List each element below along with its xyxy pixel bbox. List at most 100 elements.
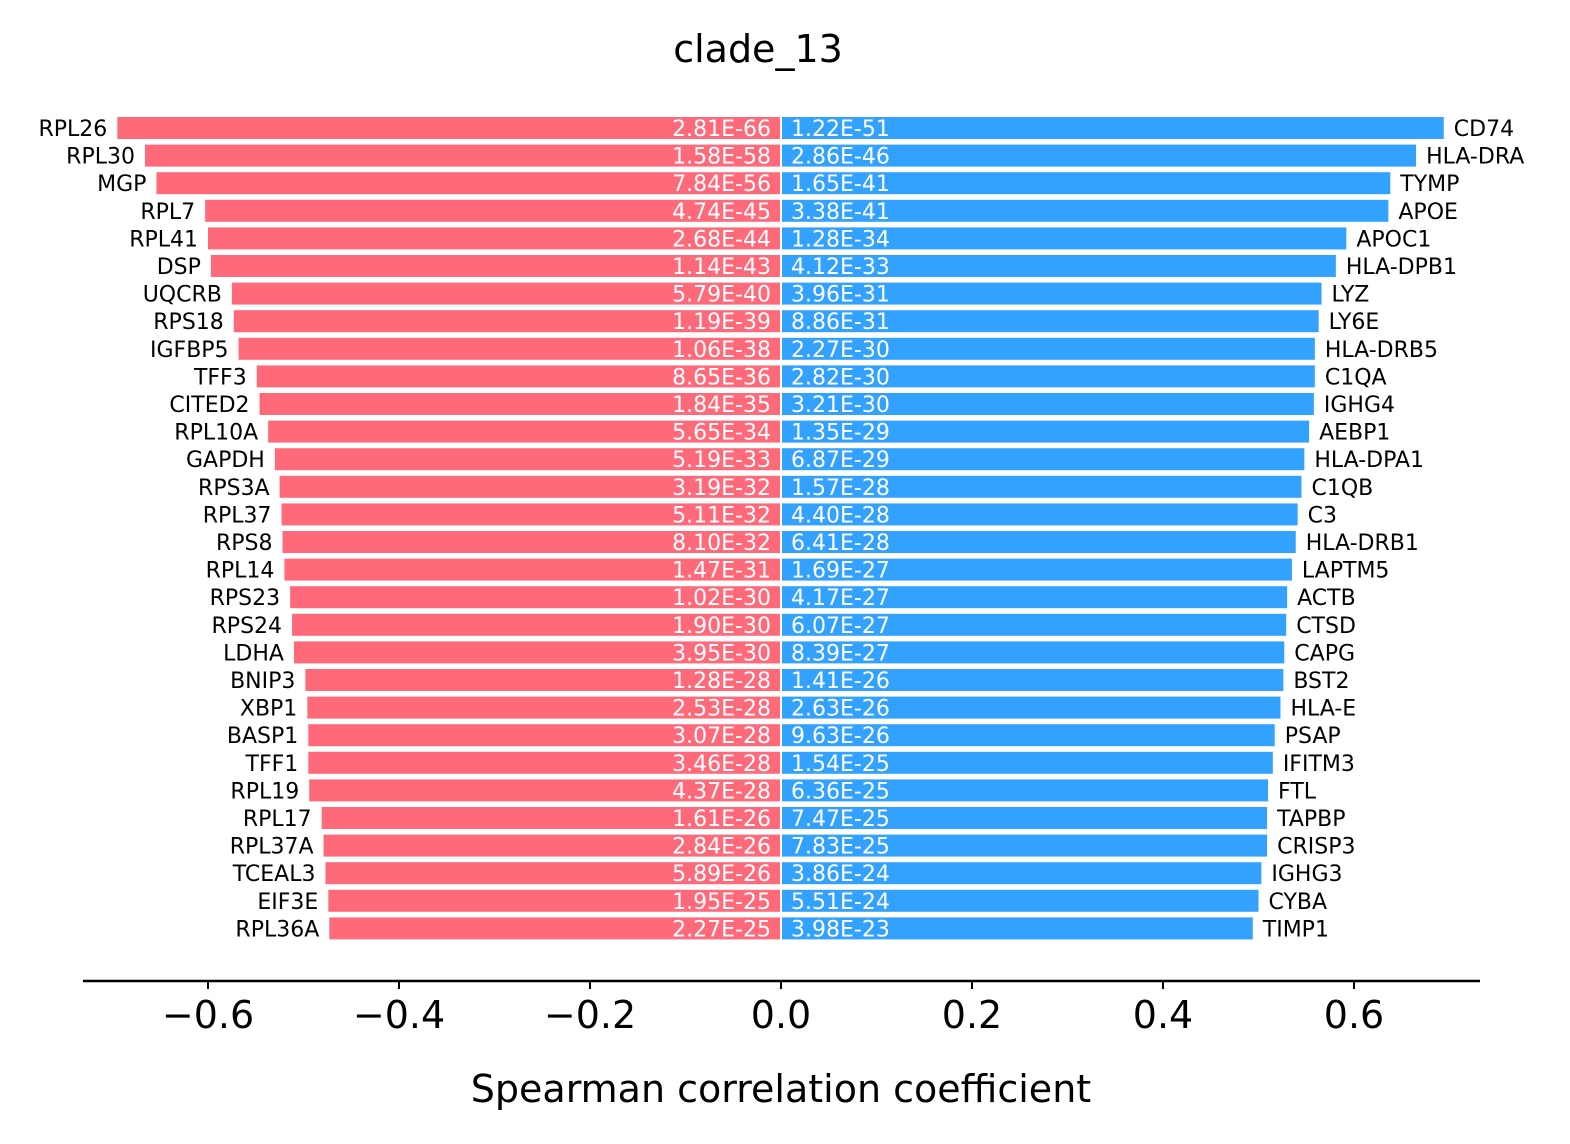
pval-label-negative: 1.47E-31: [672, 559, 771, 584]
gene-label-negative: RPL17: [243, 807, 312, 832]
pval-label-positive: 4.17E-27: [791, 586, 890, 611]
gene-label-negative: LDHA: [223, 641, 284, 666]
bar-positive-C1QA: [782, 365, 1315, 388]
x-axis-label: Spearman correlation coefficient: [471, 1067, 1091, 1111]
pval-label-positive: 3.21E-30: [791, 393, 890, 418]
bar-negative-RPL14: [284, 558, 780, 581]
gene-label-positive: TAPBP: [1276, 807, 1345, 832]
bar-positive-TAPBP: [782, 807, 1268, 829]
gene-label-negative: CITED2: [169, 393, 249, 418]
x-tick-label: 0.4: [1133, 993, 1193, 1037]
bar-positive-IGHG4: [782, 393, 1314, 415]
gene-label-positive: IGHG4: [1324, 393, 1395, 418]
bar-positive-HLA-DRB5: [782, 337, 1315, 360]
bar-negative-RPS23: [290, 586, 780, 609]
pval-label-negative: 5.79E-40: [672, 283, 771, 308]
gene-label-negative: TFF3: [193, 365, 247, 390]
gene-label-negative: RPL10A: [174, 421, 258, 446]
pval-label-negative: 3.19E-32: [672, 476, 771, 501]
bar-positive-HLA-DRA: [782, 144, 1417, 167]
bar-negative-RPS8: [282, 531, 780, 553]
gene-label-negative: RPL37: [203, 503, 272, 528]
pval-label-positive: 5.51E-24: [791, 890, 890, 915]
x-tick-label: −0.6: [162, 993, 254, 1037]
bar-negative-RPL26: [117, 117, 780, 139]
pval-label-positive: 1.57E-28: [791, 476, 890, 501]
gene-label-negative: RPL7: [140, 200, 195, 225]
gene-label-positive: HLA-DPB1: [1346, 255, 1457, 280]
gene-label-positive: CRISP3: [1277, 835, 1355, 860]
pval-label-positive: 3.38E-41: [791, 200, 890, 225]
pval-label-negative: 1.90E-30: [672, 614, 771, 639]
gene-label-negative: XBP1: [240, 697, 297, 722]
bar-negative-UQCRB: [231, 282, 780, 305]
gene-label-positive: C1QA: [1325, 365, 1387, 390]
pval-label-negative: 1.28E-28: [672, 669, 771, 694]
pval-label-negative: 1.06E-38: [672, 338, 771, 363]
bar-positive-APOE: [782, 199, 1389, 222]
bar-positive-LY6E: [782, 310, 1319, 333]
bar-positive-APOC1: [782, 227, 1347, 250]
bar-negative-RPL36A: [329, 917, 780, 940]
pval-label-negative: 5.89E-26: [672, 862, 771, 887]
gene-label-positive: CTSD: [1296, 614, 1356, 639]
pval-label-positive: 6.07E-27: [791, 614, 890, 639]
pval-label-negative: 3.46E-28: [672, 752, 771, 777]
gene-label-positive: HLA-E: [1290, 697, 1356, 722]
gene-label-positive: C3: [1308, 503, 1337, 528]
pval-label-positive: 1.69E-27: [791, 559, 890, 584]
gene-label-positive: HLA-DRA: [1426, 145, 1524, 170]
bar-positive-BST2: [782, 669, 1284, 691]
pval-label-negative: 2.27E-25: [672, 917, 771, 942]
gene-label-positive: CYBA: [1269, 890, 1328, 915]
pval-label-positive: 8.39E-27: [791, 641, 890, 666]
pval-label-negative: 5.65E-34: [672, 421, 771, 446]
bar-positive-CTSD: [782, 613, 1287, 636]
x-tick-label: 0.0: [751, 993, 811, 1037]
gene-label-negative: RPS23: [210, 586, 281, 611]
gene-label-negative: RPS24: [212, 614, 283, 639]
pval-label-positive: 2.27E-30: [791, 338, 890, 363]
pval-label-positive: 1.28E-34: [791, 227, 890, 252]
bar-negative-GAPDH: [274, 448, 780, 471]
gene-label-positive: APOE: [1398, 200, 1458, 225]
gene-label-negative: RPL14: [206, 559, 275, 584]
bar-positive-CYBA: [782, 889, 1259, 912]
pval-label-positive: 7.83E-25: [791, 835, 890, 860]
pval-label-negative: 4.74E-45: [672, 200, 771, 225]
pval-label-negative: 7.84E-56: [672, 172, 771, 197]
bar-negative-TFF3: [256, 365, 781, 388]
bar-negative-EIF3E: [328, 889, 780, 912]
bar-negative-RPL37A: [323, 834, 780, 857]
gene-label-positive: LAPTM5: [1302, 559, 1390, 584]
gene-label-negative: EIF3E: [257, 890, 318, 915]
pval-label-positive: 1.41E-26: [791, 669, 890, 694]
gene-label-positive: CAPG: [1294, 641, 1355, 666]
chart-title: clade_13: [673, 27, 843, 71]
x-tick-label: −0.2: [544, 993, 636, 1037]
pval-label-positive: 3.86E-24: [791, 862, 890, 887]
gene-label-positive: LYZ: [1332, 283, 1370, 308]
pval-label-positive: 1.22E-51: [791, 117, 890, 142]
gene-label-negative: BASP1: [227, 724, 298, 749]
pval-label-negative: 3.95E-30: [672, 641, 771, 666]
bar-negative-IGFBP5: [238, 337, 780, 360]
gene-label-positive: IGHG3: [1271, 862, 1342, 887]
pval-label-negative: 3.07E-28: [672, 724, 771, 749]
bar-negative-RPL17: [321, 807, 780, 829]
bar-positive-CD74: [782, 117, 1444, 139]
gene-label-positive: C1QB: [1311, 476, 1373, 501]
gene-label-negative: UQCRB: [143, 283, 222, 308]
pval-label-positive: 2.63E-26: [791, 697, 890, 722]
pval-label-positive: 6.87E-29: [791, 448, 890, 473]
bar-positive-C1QB: [782, 475, 1302, 498]
gene-label-negative: RPL37A: [230, 835, 314, 860]
gene-label-positive: BST2: [1293, 669, 1349, 694]
bar-positive-HLA-DPA1: [782, 448, 1305, 471]
bar-positive-AEBP1: [782, 420, 1310, 443]
bar-negative-RPS18: [233, 310, 780, 333]
gene-label-positive: APOC1: [1356, 227, 1431, 252]
pval-label-negative: 2.84E-26: [672, 835, 771, 860]
pval-label-positive: 3.98E-23: [791, 917, 890, 942]
